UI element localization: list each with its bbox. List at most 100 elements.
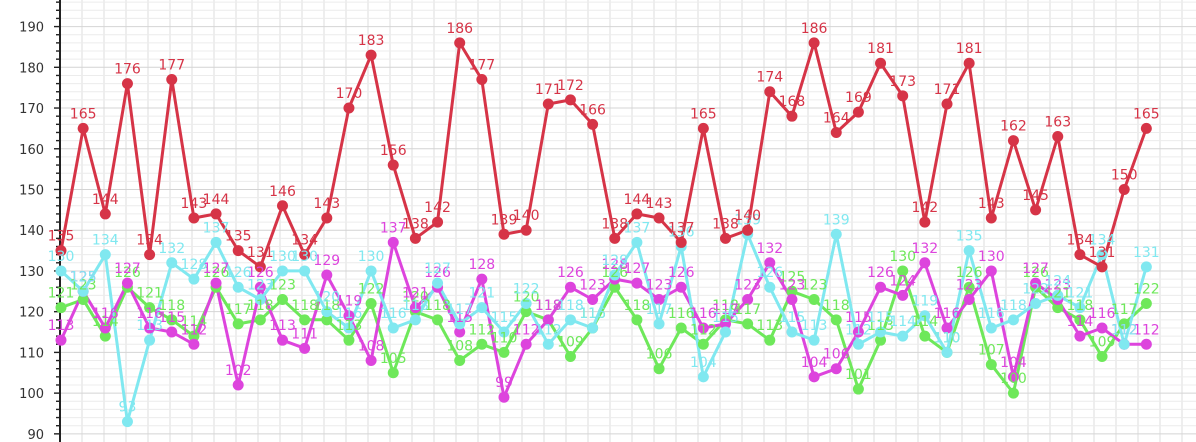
series-0-data-label: 171 bbox=[535, 82, 562, 98]
series-2-point bbox=[454, 326, 466, 338]
series-1-point bbox=[77, 285, 89, 297]
series-2-data-label: 117 bbox=[712, 302, 739, 318]
series-1-point bbox=[277, 265, 288, 277]
series-3-point bbox=[1096, 350, 1108, 362]
series-3-data-label: 122 bbox=[358, 282, 385, 298]
series-3-data-label: 113 bbox=[336, 318, 363, 334]
series-3-data-label: 123 bbox=[269, 277, 296, 293]
series-2-point bbox=[1030, 277, 1042, 289]
series-0-point bbox=[55, 245, 67, 257]
series-1-point bbox=[897, 330, 909, 342]
series-1-point bbox=[919, 310, 931, 322]
series-1-data-label: 117 bbox=[646, 302, 673, 318]
series-2-point bbox=[498, 391, 510, 403]
series-0-data-label: 165 bbox=[1133, 106, 1160, 122]
series-1-point bbox=[852, 338, 864, 350]
series-3-data-label: 118 bbox=[712, 298, 739, 314]
series-1-data-label: 116 bbox=[978, 306, 1005, 322]
series-1-data-label: 134 bbox=[92, 233, 119, 249]
series-2-point bbox=[254, 281, 266, 293]
series-0-point bbox=[897, 90, 909, 102]
series-0-point bbox=[1074, 249, 1086, 261]
series-0-data-label: 181 bbox=[956, 41, 983, 57]
series-2-data-label: 132 bbox=[756, 241, 783, 257]
series-1-data-label: 123 bbox=[247, 277, 274, 293]
series-1-data-label: 126 bbox=[756, 265, 783, 281]
series-3-point bbox=[830, 314, 842, 326]
y-tick-label: 130 bbox=[19, 265, 44, 280]
series-2-point bbox=[875, 281, 887, 293]
series-0-data-label: 139 bbox=[491, 212, 518, 228]
series-0-point bbox=[121, 78, 133, 90]
series-3-data-label: 118 bbox=[158, 298, 185, 314]
series-1-data-label: 130 bbox=[291, 249, 318, 265]
y-tick-label: 180 bbox=[19, 61, 44, 76]
series-1-data-label: 125 bbox=[70, 269, 97, 285]
series-1-data-label: 114 bbox=[889, 314, 916, 330]
series-2-data-label: 116 bbox=[934, 306, 961, 322]
series-0-point bbox=[144, 249, 156, 261]
series-0-data-label: 162 bbox=[1000, 119, 1027, 135]
series-0-data-label: 165 bbox=[70, 106, 97, 122]
series-0-point bbox=[343, 102, 355, 114]
series-2-data-label: 123 bbox=[1044, 277, 1071, 293]
series-1-point bbox=[55, 265, 67, 277]
series-0-data-label: 163 bbox=[1044, 115, 1071, 131]
series-3-data-label: 123 bbox=[801, 277, 828, 293]
series-2-data-label: 132 bbox=[911, 241, 938, 257]
series-1-point bbox=[188, 273, 200, 285]
series-1-point bbox=[653, 318, 665, 330]
series-3-point bbox=[653, 363, 665, 375]
series-1-data-label: 121 bbox=[468, 286, 495, 302]
series-0-point bbox=[697, 122, 709, 134]
series-2-point bbox=[1140, 338, 1152, 350]
series-2-point bbox=[166, 326, 178, 338]
series-1-data-label: 120 bbox=[313, 290, 340, 306]
series-2-point bbox=[55, 334, 67, 346]
series-0-data-label: 137 bbox=[668, 220, 695, 236]
series-3-data-label: 118 bbox=[313, 298, 340, 314]
series-0-data-label: 177 bbox=[158, 58, 185, 74]
data-labels: 1211231141261211181141261171181231181181… bbox=[48, 21, 1160, 416]
series-3-point bbox=[875, 334, 887, 346]
series-2-data-label: 118 bbox=[535, 298, 562, 314]
series-2-point bbox=[1074, 330, 1086, 342]
series-3-data-label: 117 bbox=[225, 302, 252, 318]
series-3-point bbox=[232, 318, 244, 330]
series-1-point bbox=[498, 326, 510, 338]
series-2-point bbox=[786, 293, 798, 305]
series-1-point bbox=[1140, 261, 1152, 273]
series-1-data-label: 132 bbox=[158, 241, 185, 257]
series-3-point bbox=[1074, 314, 1086, 326]
series-3-data-label: 118 bbox=[823, 298, 850, 314]
series-2-data-label: 123 bbox=[734, 277, 761, 293]
series-2-data-label: 127 bbox=[114, 261, 141, 277]
series-0-point bbox=[387, 159, 399, 171]
series-2-data-label: 102 bbox=[225, 363, 252, 379]
series-0-point bbox=[564, 94, 576, 106]
series-1-point bbox=[121, 416, 133, 428]
series-0-point bbox=[764, 86, 776, 98]
series-3-point bbox=[498, 346, 510, 358]
series-1-data-label: 139 bbox=[734, 212, 761, 228]
series-1-point bbox=[476, 302, 488, 314]
series-2-point bbox=[277, 334, 288, 346]
series-2-point bbox=[697, 322, 709, 334]
series-1-point bbox=[786, 326, 798, 338]
series-3-point bbox=[254, 314, 266, 326]
series-3-data-label: 117 bbox=[1111, 302, 1138, 318]
series-1-point bbox=[985, 322, 997, 334]
series-0-data-label: 150 bbox=[1111, 167, 1138, 183]
series-2-point bbox=[1096, 322, 1108, 334]
series-3-data-label: 121 bbox=[48, 286, 75, 302]
series-1-data-label: 115 bbox=[867, 310, 894, 326]
series-3-point bbox=[454, 355, 466, 367]
series-2-data-label: 123 bbox=[579, 277, 606, 293]
series-0-data-label: 135 bbox=[48, 229, 75, 245]
series-1-data-label: 112 bbox=[1111, 322, 1138, 338]
series-0-point bbox=[210, 208, 222, 220]
series-2-data-label: 127 bbox=[624, 261, 651, 277]
series-0-data-label: 145 bbox=[1022, 188, 1049, 204]
series-0-point bbox=[919, 216, 931, 228]
series-1-point bbox=[542, 338, 554, 350]
